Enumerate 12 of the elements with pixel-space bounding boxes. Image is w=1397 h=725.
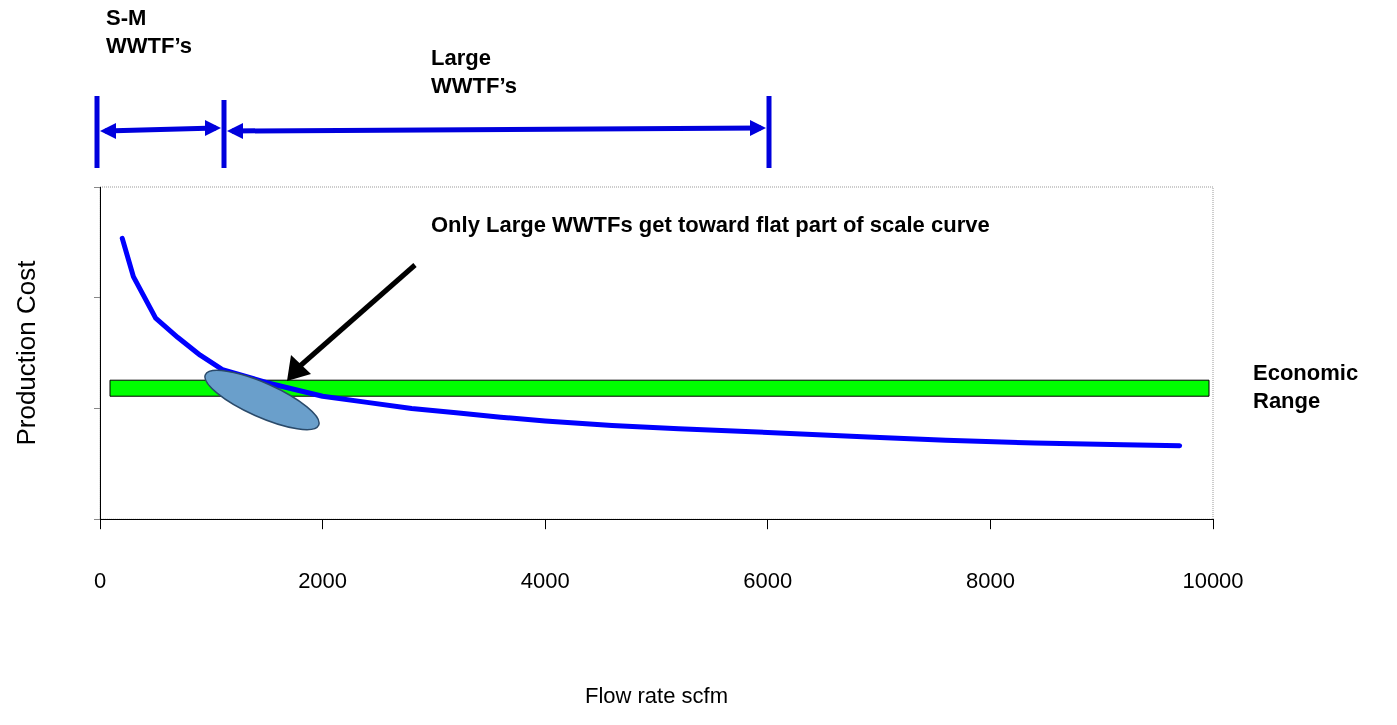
text: S-M WWTF’s xyxy=(106,4,193,60)
y-axis-title: Production Cost xyxy=(10,259,41,446)
x-axis-title: Flow rate scfm xyxy=(584,682,729,708)
text: Large WWTF’s xyxy=(431,44,518,100)
x-tick-label: 2000 xyxy=(298,568,348,594)
text: Only Large WWTFs get toward flat part of scale curve xyxy=(431,211,990,239)
x-tick-label: 6000 xyxy=(743,568,793,594)
x-tick-label: 8000 xyxy=(965,568,1015,594)
x-tick-label: 10000 xyxy=(1182,568,1244,594)
band-label: Economic Range xyxy=(1253,360,1359,414)
x-tick-label: 0 xyxy=(93,568,107,594)
x-tick-label: 4000 xyxy=(520,568,570,594)
